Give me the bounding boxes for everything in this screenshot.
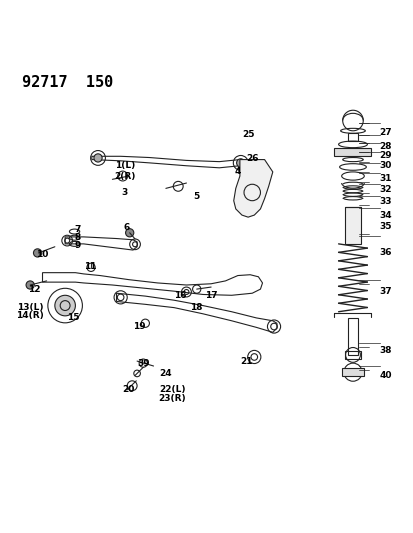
Text: 38: 38 bbox=[379, 346, 391, 356]
Text: 16: 16 bbox=[173, 291, 186, 300]
Text: 11: 11 bbox=[83, 262, 96, 271]
Text: 12: 12 bbox=[28, 285, 40, 294]
Text: 23(R): 23(R) bbox=[158, 393, 185, 402]
Text: 32: 32 bbox=[379, 185, 391, 193]
FancyBboxPatch shape bbox=[341, 368, 363, 376]
Polygon shape bbox=[65, 237, 137, 250]
Text: 2(R): 2(R) bbox=[114, 172, 135, 181]
Text: 4: 4 bbox=[234, 167, 240, 176]
Text: 30: 30 bbox=[379, 161, 391, 170]
Text: 31: 31 bbox=[379, 174, 391, 183]
Text: 5: 5 bbox=[193, 192, 199, 201]
Text: 26: 26 bbox=[245, 154, 258, 163]
Text: 7: 7 bbox=[74, 225, 81, 234]
Circle shape bbox=[33, 249, 42, 257]
Text: 34: 34 bbox=[379, 211, 391, 220]
FancyBboxPatch shape bbox=[334, 149, 370, 156]
Text: 40: 40 bbox=[379, 371, 391, 380]
Circle shape bbox=[94, 154, 102, 162]
Text: 21: 21 bbox=[239, 357, 252, 366]
Circle shape bbox=[125, 229, 133, 237]
Text: 28: 28 bbox=[379, 142, 391, 150]
Text: 6: 6 bbox=[123, 223, 130, 232]
Text: 29: 29 bbox=[379, 151, 391, 160]
Text: 17: 17 bbox=[204, 291, 217, 300]
Text: 35: 35 bbox=[379, 222, 391, 231]
Text: 92717  150: 92717 150 bbox=[22, 75, 113, 90]
Circle shape bbox=[26, 281, 34, 289]
Text: 14(R): 14(R) bbox=[16, 311, 44, 320]
Text: 37: 37 bbox=[379, 287, 391, 296]
Text: 8: 8 bbox=[74, 233, 81, 242]
Circle shape bbox=[342, 110, 362, 131]
Text: 19: 19 bbox=[133, 321, 145, 330]
Circle shape bbox=[55, 295, 75, 316]
Text: 15: 15 bbox=[67, 313, 79, 322]
Text: 27: 27 bbox=[379, 128, 391, 138]
Circle shape bbox=[236, 159, 244, 167]
Text: 10: 10 bbox=[36, 249, 49, 259]
Polygon shape bbox=[116, 293, 276, 332]
Polygon shape bbox=[233, 159, 272, 217]
Text: 36: 36 bbox=[379, 248, 391, 256]
Text: 18: 18 bbox=[190, 303, 202, 312]
Text: 13(L): 13(L) bbox=[17, 303, 43, 312]
Text: 22(L): 22(L) bbox=[159, 385, 185, 394]
Text: 3: 3 bbox=[121, 188, 128, 197]
Text: 25: 25 bbox=[241, 131, 254, 140]
Polygon shape bbox=[43, 273, 262, 295]
Text: 24: 24 bbox=[159, 369, 172, 378]
Text: 9: 9 bbox=[74, 241, 81, 251]
Text: 1(L): 1(L) bbox=[114, 161, 135, 170]
Text: 20: 20 bbox=[122, 385, 135, 394]
Text: 39: 39 bbox=[137, 359, 149, 368]
Polygon shape bbox=[92, 156, 243, 168]
Text: 33: 33 bbox=[379, 197, 391, 206]
FancyBboxPatch shape bbox=[344, 207, 360, 244]
